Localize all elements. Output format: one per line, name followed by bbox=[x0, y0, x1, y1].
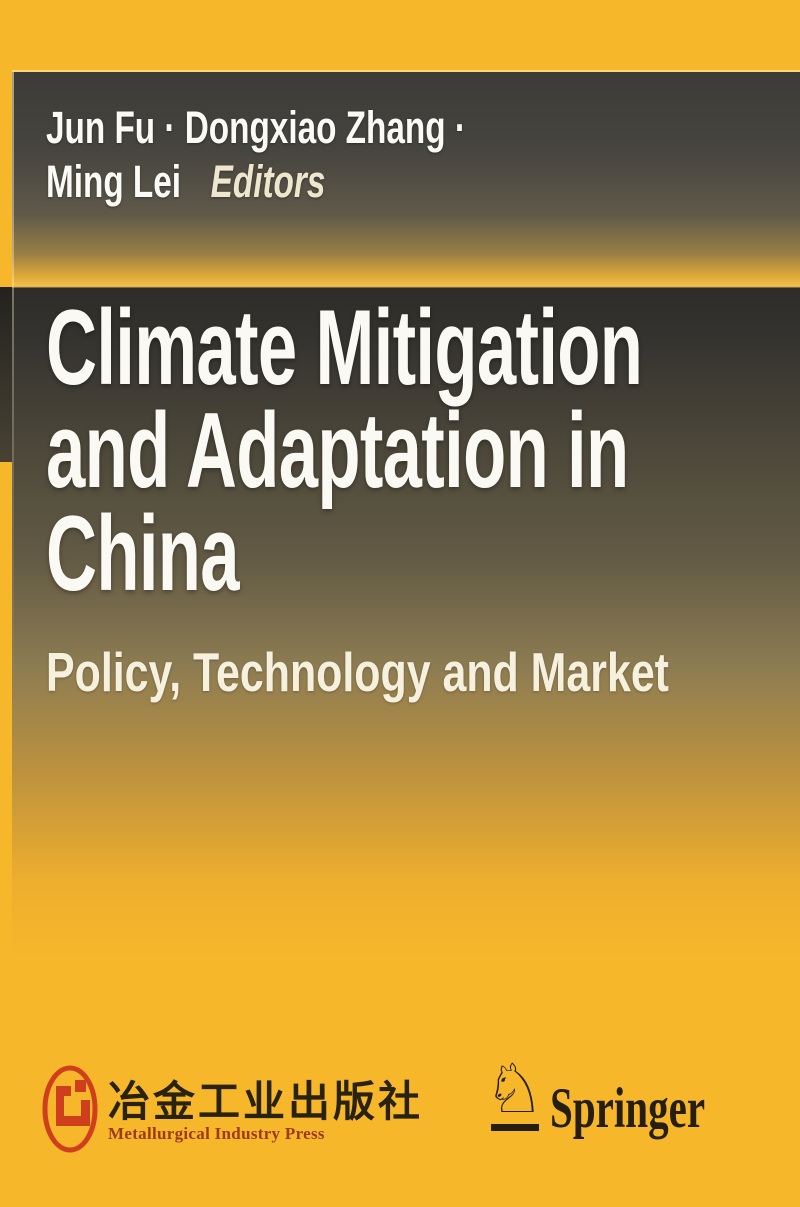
authors-block: Jun Fu · Dongxiao Zhang · Ming Lei Editor… bbox=[46, 101, 466, 209]
authors-names-2: Ming Lei bbox=[46, 156, 182, 207]
book-subtitle: Policy, Technology and Market bbox=[46, 641, 669, 703]
editors-label: Editors bbox=[210, 156, 326, 207]
book-title-line-2: and Adaptation in bbox=[46, 390, 629, 510]
title-band-spine-strip bbox=[0, 287, 12, 462]
book-title-line-3: China bbox=[46, 493, 240, 613]
authors-line-1: Jun Fu · Dongxiao Zhang · bbox=[46, 101, 466, 155]
mip-chinese-name: 冶金工业出版社 bbox=[108, 1077, 424, 1126]
mip-english-name: Metallurgical Industry Press bbox=[108, 1124, 325, 1143]
book-title-line-1: Climate Mitigation bbox=[46, 287, 643, 407]
cover-gradient-panel bbox=[12, 70, 800, 960]
book-title: Climate Mitigation and Adaptation in Chi… bbox=[46, 287, 643, 613]
chess-knight-icon: ♘ bbox=[484, 1050, 545, 1129]
springer-logo-underline bbox=[491, 1124, 539, 1131]
authors-names-1: Jun Fu · Dongxiao Zhang · bbox=[46, 102, 466, 153]
authors-line-2: Ming Lei Editors bbox=[46, 155, 466, 209]
mip-ring-emblem-icon bbox=[42, 1065, 98, 1153]
springer-wordmark: Springer bbox=[550, 1077, 706, 1140]
